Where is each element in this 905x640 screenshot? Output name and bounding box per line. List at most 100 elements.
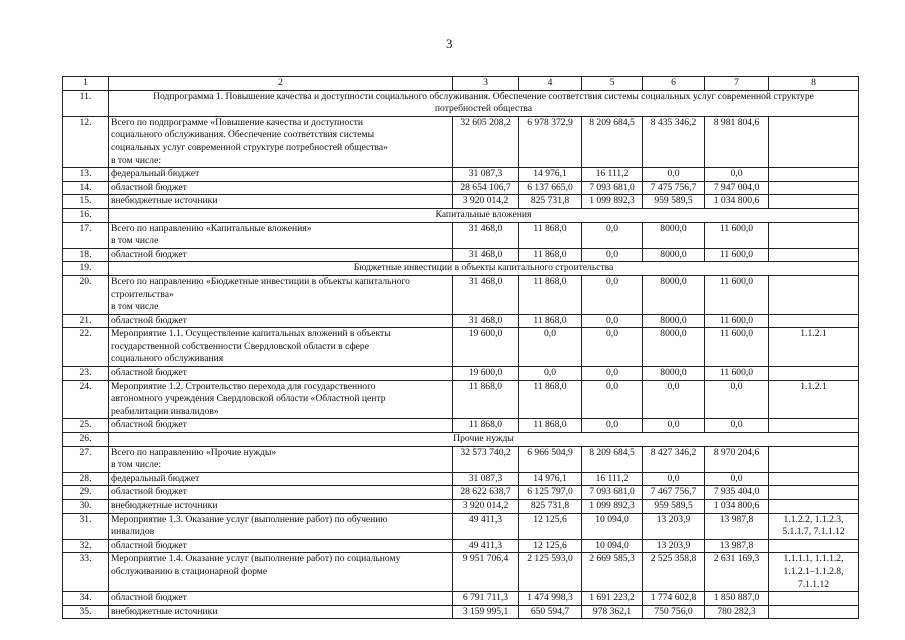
value-cell: 11 868,0 xyxy=(518,379,582,420)
value-cell: 32 573 740,2 xyxy=(452,445,519,473)
value-cell: 11 600,0 xyxy=(704,366,769,381)
value-cell: 49 411,3 xyxy=(452,512,519,540)
row-name: внебюджетные источники xyxy=(108,604,453,620)
column-header: 3 xyxy=(452,76,519,91)
value-cell: 0,0 xyxy=(581,379,643,420)
row-number: 11. xyxy=(62,89,109,117)
table-row: 17. Всего по направлению «Капитальные вло… xyxy=(62,221,859,249)
header-row: 1 2 3 4 5 6 7 8 xyxy=(62,76,859,91)
row-name: Мероприятие 1.4. Оказание услуг (выполне… xyxy=(108,552,453,593)
table-row: 33. Мероприятие 1.4. Оказание услуг (выпо… xyxy=(62,552,859,593)
value-cell: 1 099 892,3 xyxy=(581,499,643,514)
row-name: областной бюджет xyxy=(108,180,453,196)
value-cell: 1 034 800,6 xyxy=(704,194,769,209)
row-number: 35. xyxy=(62,604,109,620)
table-row: 30. внебюджетные источники 3 920 014,2 825 … xyxy=(62,499,859,514)
target-ref-cell xyxy=(768,418,859,434)
column-header: 6 xyxy=(642,76,705,91)
value-cell: 0,0 xyxy=(642,418,705,434)
value-cell: 11 600,0 xyxy=(704,221,769,249)
value-cell: 11 868,0 xyxy=(518,418,582,434)
row-number: 13. xyxy=(62,167,109,182)
target-ref-cell: 1.1.1.1, 1.1.1.2, 1.1.2.1–1.1.2.8, 7.1.1… xyxy=(768,552,859,593)
value-cell: 7 935 404,0 xyxy=(704,485,769,500)
value-cell: 10 094,0 xyxy=(581,538,643,554)
column-header: 8 xyxy=(768,76,859,91)
row-name: Мероприятие 1.1. Осуществление капитальн… xyxy=(108,327,453,368)
target-ref-cell xyxy=(768,247,859,263)
row-name: внебюджетные источники xyxy=(108,499,453,514)
value-cell: 825 731,8 xyxy=(518,194,582,209)
row-number: 18. xyxy=(62,247,109,263)
value-cell: 0,0 xyxy=(581,274,643,315)
value-cell: 959 589,5 xyxy=(642,499,705,514)
value-cell: 13 203,9 xyxy=(642,538,705,554)
table-row: 23. областной бюджет 19 600,0 0,0 0,0 8000,0 1… xyxy=(62,366,859,381)
row-number: 17. xyxy=(62,221,109,249)
value-cell: 0,0 xyxy=(704,167,769,182)
row-name: областной бюджет xyxy=(108,366,453,381)
value-cell: 10 094,0 xyxy=(581,512,643,540)
value-cell: 8 970 204,6 xyxy=(704,445,769,473)
target-ref-cell xyxy=(768,499,859,514)
value-cell: 11 868,0 xyxy=(518,274,582,315)
value-cell: 31 087,3 xyxy=(452,471,519,487)
value-cell: 1 774 602,8 xyxy=(642,591,705,606)
section-row: 16. Капитальные вложения xyxy=(62,207,859,223)
value-cell: 750 756,0 xyxy=(642,604,705,620)
target-ref-cell xyxy=(768,274,859,315)
row-number: 29. xyxy=(62,485,109,500)
row-number: 23. xyxy=(62,366,109,381)
value-cell: 3 920 014,2 xyxy=(452,499,519,514)
target-ref-cell: 1.1.2.1 xyxy=(768,327,859,368)
section-title: Бюджетные инвестиции в объекты капитальн… xyxy=(108,261,859,276)
value-cell: 7 947 004,0 xyxy=(704,180,769,196)
row-number: 34. xyxy=(62,591,109,606)
value-cell: 6 125 797,0 xyxy=(518,485,582,500)
value-cell: 16 111,2 xyxy=(581,167,643,182)
value-cell: 49 411,3 xyxy=(452,538,519,554)
value-cell: 1 691 223,2 xyxy=(581,591,643,606)
value-cell: 1 474 998,3 xyxy=(518,591,582,606)
value-cell: 8 209 684,5 xyxy=(581,445,643,473)
value-cell: 3 159 995,1 xyxy=(452,604,519,620)
target-ref-cell xyxy=(768,591,859,606)
value-cell: 8000,0 xyxy=(642,247,705,263)
row-name: Мероприятие 1.2. Строительство перехода … xyxy=(108,379,453,420)
value-cell: 0,0 xyxy=(642,379,705,420)
row-name: внебюджетные источники xyxy=(108,194,453,209)
value-cell: 28 654 106,7 xyxy=(452,180,519,196)
row-number: 26. xyxy=(62,432,109,447)
value-cell: 11 868,0 xyxy=(452,379,519,420)
value-cell: 1 099 892,3 xyxy=(581,194,643,209)
row-name: областной бюджет xyxy=(108,418,453,434)
target-ref-cell xyxy=(768,194,859,209)
value-cell: 11 600,0 xyxy=(704,327,769,368)
value-cell: 8 209 684,5 xyxy=(581,115,643,169)
target-ref-cell xyxy=(768,180,859,196)
value-cell: 19 600,0 xyxy=(452,327,519,368)
value-cell: 1 034 800,6 xyxy=(704,499,769,514)
target-ref-cell xyxy=(768,167,859,182)
column-header: 2 xyxy=(108,76,453,91)
row-number: 32. xyxy=(62,538,109,554)
value-cell: 11 868,0 xyxy=(518,313,582,329)
value-cell: 12 125,6 xyxy=(518,538,582,554)
table-row: 13. федеральный бюджет 31 087,3 14 976,1 16 … xyxy=(62,167,859,182)
row-number: 22. xyxy=(62,327,109,368)
section-row: 11. Подпрограмма 1. Повышение качества и … xyxy=(62,89,859,117)
row-name: Всего по подпрограмме «Повышение качеств… xyxy=(108,115,453,169)
section-title: Капитальные вложения xyxy=(108,207,859,223)
table-row: 34. областной бюджет 6 791 711,3 1 474 998,… xyxy=(62,591,859,606)
value-cell: 6 966 504,9 xyxy=(518,445,582,473)
target-ref-cell xyxy=(768,538,859,554)
value-cell: 8000,0 xyxy=(642,366,705,381)
value-cell: 7 467 756,7 xyxy=(642,485,705,500)
table-row: 24. Мероприятие 1.2. Строительство перехо… xyxy=(62,379,859,420)
value-cell: 0,0 xyxy=(581,418,643,434)
value-cell: 0,0 xyxy=(704,418,769,434)
value-cell: 1 850 887,0 xyxy=(704,591,769,606)
row-name: областной бюджет xyxy=(108,485,453,500)
budget-table: 1 2 3 4 5 6 7 8 11. Подпрограмма 1. Повыш… xyxy=(62,76,859,620)
table-row: 21. областной бюджет 31 468,0 11 868,0 0,0 80… xyxy=(62,313,859,329)
